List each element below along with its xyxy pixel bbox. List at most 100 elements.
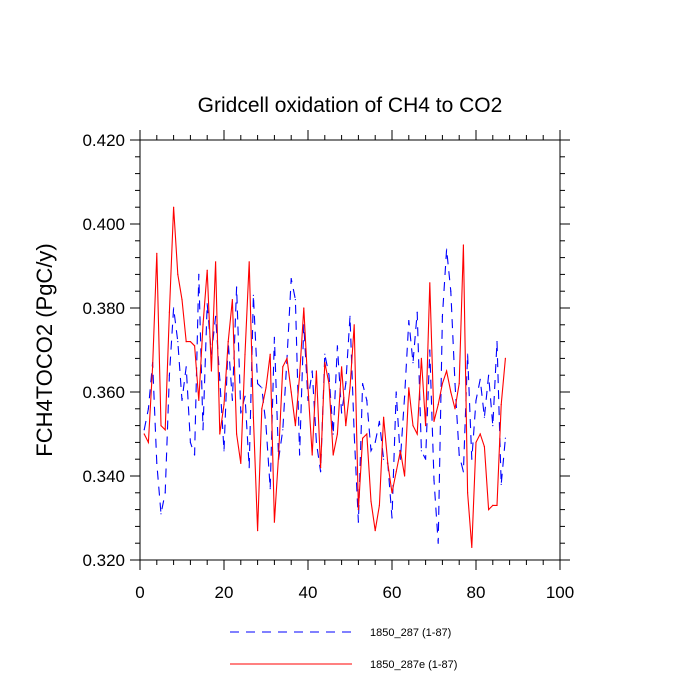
data-point bbox=[504, 437, 506, 439]
data-point bbox=[404, 395, 406, 397]
data-point bbox=[177, 273, 179, 275]
data-point bbox=[357, 509, 359, 511]
data-point bbox=[311, 370, 313, 372]
legend-label: 1850_287e (1-87) bbox=[370, 659, 457, 671]
data-point bbox=[265, 425, 267, 427]
data-point bbox=[366, 433, 368, 435]
data-point bbox=[189, 441, 191, 443]
data-point bbox=[290, 391, 292, 393]
data-point bbox=[181, 299, 183, 301]
data-point bbox=[488, 374, 490, 376]
chart-title: Gridcell oxidation of CH4 to CO2 bbox=[198, 94, 503, 117]
data-point bbox=[412, 362, 414, 364]
data-point bbox=[286, 357, 288, 359]
data-point bbox=[475, 441, 477, 443]
y-tick-label: 0.380 bbox=[82, 299, 125, 318]
data-point bbox=[475, 399, 477, 401]
data-point bbox=[416, 433, 418, 435]
data-point bbox=[420, 357, 422, 359]
data-point bbox=[450, 290, 452, 292]
data-point bbox=[147, 408, 149, 410]
data-point bbox=[336, 345, 338, 347]
data-point bbox=[231, 399, 233, 401]
data-point bbox=[433, 479, 435, 481]
data-point bbox=[194, 345, 196, 347]
data-point bbox=[458, 383, 460, 385]
data-point bbox=[492, 504, 494, 506]
data-point bbox=[462, 471, 464, 473]
data-point bbox=[366, 399, 368, 401]
data-point bbox=[282, 429, 284, 431]
data-point bbox=[441, 383, 443, 385]
data-point bbox=[345, 425, 347, 427]
data-point bbox=[383, 416, 385, 418]
data-point bbox=[420, 450, 422, 452]
y-tick-label: 0.360 bbox=[82, 383, 125, 402]
data-point bbox=[231, 299, 233, 301]
data-point bbox=[500, 404, 502, 406]
data-point bbox=[324, 362, 326, 364]
data-point bbox=[483, 446, 485, 448]
data-point bbox=[504, 357, 506, 359]
data-point bbox=[437, 404, 439, 406]
data-point bbox=[488, 509, 490, 511]
data-point bbox=[294, 299, 296, 301]
data-point bbox=[206, 303, 208, 305]
data-point bbox=[173, 206, 175, 208]
x-tick-label: 0 bbox=[135, 583, 144, 602]
data-point bbox=[202, 324, 204, 326]
x-tick-label: 40 bbox=[299, 583, 318, 602]
data-point bbox=[244, 395, 246, 397]
data-point bbox=[299, 374, 301, 376]
data-point bbox=[387, 462, 389, 464]
data-point bbox=[320, 467, 322, 469]
data-point bbox=[236, 433, 238, 435]
data-point bbox=[492, 425, 494, 427]
data-point bbox=[294, 425, 296, 427]
data-point bbox=[265, 387, 267, 389]
data-point bbox=[496, 504, 498, 506]
data-point bbox=[328, 383, 330, 385]
data-point bbox=[206, 269, 208, 271]
data-point bbox=[240, 412, 242, 414]
data-point bbox=[160, 513, 162, 515]
data-point bbox=[307, 387, 309, 389]
data-point bbox=[471, 546, 473, 549]
data-point bbox=[219, 433, 221, 435]
data-point bbox=[483, 416, 485, 418]
data-point bbox=[173, 307, 175, 309]
data-point bbox=[273, 521, 275, 523]
series-line-1850-287e-1-87- bbox=[143, 207, 506, 548]
x-tick-labels: 0 20 40 60 80 100 bbox=[135, 583, 574, 602]
data-point bbox=[223, 450, 225, 452]
data-point bbox=[299, 454, 301, 456]
data-point bbox=[467, 353, 469, 355]
x-tick-label: 60 bbox=[383, 583, 402, 602]
data-point bbox=[168, 311, 170, 313]
data-point bbox=[479, 378, 481, 380]
data-point bbox=[215, 261, 217, 263]
legend: 1850_287 (1-87) 1850_287e (1-87) bbox=[230, 627, 457, 671]
data-point bbox=[349, 315, 351, 317]
data-point bbox=[479, 433, 481, 435]
data-point bbox=[362, 437, 364, 439]
data-point bbox=[446, 370, 448, 372]
data-point bbox=[433, 420, 435, 422]
data-point bbox=[429, 349, 431, 351]
data-point bbox=[143, 429, 145, 431]
data-point bbox=[467, 492, 469, 494]
data-point bbox=[341, 366, 343, 368]
data-point bbox=[378, 504, 380, 506]
minor-ticks bbox=[135, 135, 565, 565]
y-tick-label: 0.340 bbox=[82, 467, 125, 486]
data-point bbox=[194, 454, 196, 456]
data-point bbox=[341, 412, 343, 414]
data-point bbox=[269, 488, 271, 490]
data-point bbox=[240, 462, 242, 464]
legend-label: 1850_287 (1-87) bbox=[370, 627, 451, 639]
data-point bbox=[441, 315, 443, 317]
data-point bbox=[185, 366, 187, 368]
data-point bbox=[336, 433, 338, 435]
data-point bbox=[353, 324, 355, 326]
